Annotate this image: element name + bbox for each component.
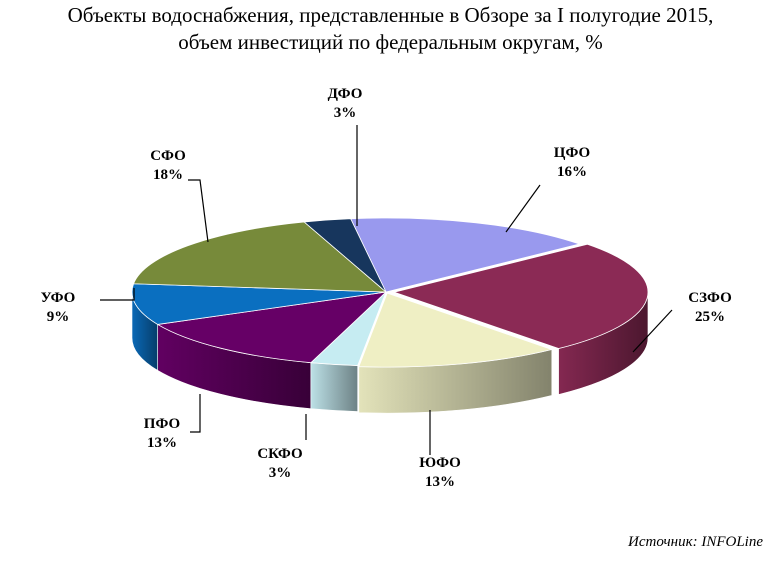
slice-side-3 xyxy=(310,362,358,412)
source-note: Источник: INFOLine xyxy=(628,534,763,550)
slice-ЮФО xyxy=(358,292,554,368)
chart-title-line-1: Объекты водоснабжения, представленные в … xyxy=(67,3,714,27)
slice-value-ПФО: 13% xyxy=(147,435,177,451)
slice-label-СФО: СФО xyxy=(150,148,186,164)
slice-СЗФО xyxy=(392,243,649,349)
chart-title: Объекты водоснабжения, представленные в … xyxy=(0,2,781,56)
leader-line-ЦФО xyxy=(505,184,541,233)
slice-СФО xyxy=(133,221,388,293)
slice-label-СЗФО: СЗФО xyxy=(688,290,731,306)
slice-label-УФО: УФО xyxy=(41,290,76,306)
leader-line-СФО xyxy=(188,179,209,243)
slice-label-ЮФО: ЮФО xyxy=(419,455,461,471)
slice-labels: ЦФО 16% СЗФО 25% ЮФО 13% СКФО 3% ПФО 13% УФО 9% СФО 1… xyxy=(41,86,732,490)
slice-value-СЗФО: 25% xyxy=(695,309,725,325)
slice-label-ЦФО: ЦФО xyxy=(554,145,590,161)
slice-value-ЮФО: 13% xyxy=(425,474,455,490)
leader-line-СЗФО xyxy=(632,309,673,353)
chart-title-line-2: объем инвестиций по федеральным округам,… xyxy=(178,30,603,54)
slice-value-СФО: 18% xyxy=(153,167,183,183)
slice-УФО xyxy=(131,283,387,325)
pie-tops xyxy=(131,217,649,368)
slice-ЦФО xyxy=(350,217,581,293)
slice-value-ДФО: 3% xyxy=(334,105,357,121)
slice-value-УФО: 9% xyxy=(47,309,70,325)
slice-label-ПФО: ПФО xyxy=(144,416,180,432)
leader-line-ПФО xyxy=(190,394,201,433)
slice-value-СКФО: 3% xyxy=(269,465,292,481)
slice-ДФО xyxy=(303,218,387,293)
slice-label-СКФО: СКФО xyxy=(257,446,302,462)
slice-value-ЦФО: 16% xyxy=(557,164,587,180)
slice-label-ДФО: ДФО xyxy=(328,86,363,102)
leader-lines xyxy=(100,125,673,455)
leader-line-УФО xyxy=(100,288,135,301)
slice-ПФО xyxy=(156,291,388,364)
